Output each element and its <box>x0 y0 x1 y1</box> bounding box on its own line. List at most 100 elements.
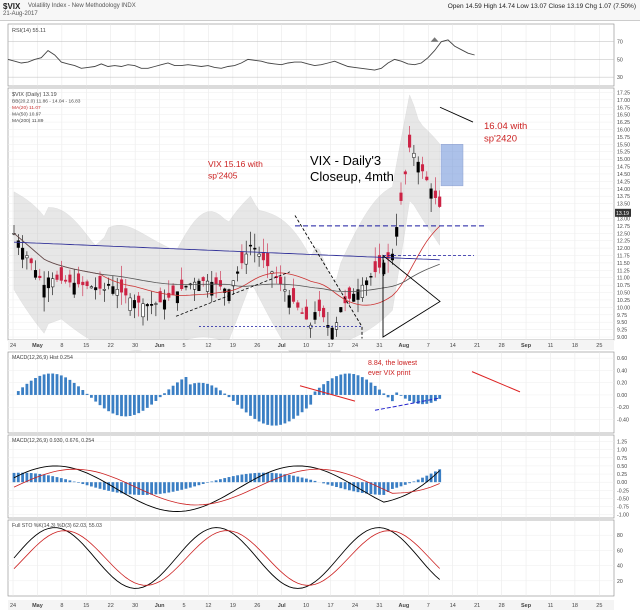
price-tick-label: 11.00 <box>617 276 630 282</box>
chart-date: 21-Aug-2017 <box>3 11 38 17</box>
candle-body <box>227 289 231 301</box>
candle-body <box>339 307 343 313</box>
candle-body <box>365 280 369 286</box>
price-tick-label: 12.00 <box>617 246 630 252</box>
macd-bar <box>197 482 201 486</box>
candle-body <box>111 286 115 294</box>
macd-bar <box>262 472 265 483</box>
macd-hist-bar <box>425 394 429 404</box>
macd-hist-bar <box>72 382 76 395</box>
candle-body <box>150 304 154 306</box>
macd-bar <box>219 479 222 483</box>
candle-body <box>46 277 50 289</box>
x-axis-label: 30 <box>132 343 138 349</box>
macd-bar <box>244 473 248 483</box>
gap-box <box>440 144 464 187</box>
price-tick-label: 17.00 <box>617 98 630 104</box>
annotation-note-3: ever VIX print <box>368 370 410 377</box>
macd-bar <box>176 482 179 491</box>
sto-tick-label: 80 <box>617 533 623 539</box>
macd-bar <box>257 472 261 483</box>
macd-hist-bar <box>128 394 132 417</box>
triangle-pattern <box>382 254 441 338</box>
x-axis-label: 8 <box>60 343 63 349</box>
candle-body <box>16 240 20 248</box>
macd-hist-bar <box>25 383 29 395</box>
macd-hist-bar <box>403 394 407 399</box>
macd-hist-bar <box>408 394 411 401</box>
macd-hist-bar <box>111 394 115 414</box>
candle-body <box>279 276 283 284</box>
macd-bar <box>68 480 72 483</box>
macd-bar <box>322 482 325 484</box>
macd-bar <box>98 482 102 489</box>
x-axis-bottom-label: 25 <box>596 603 602 609</box>
x-axis-bottom-label: Sep <box>521 603 532 609</box>
ohlc-readout: Open 14.59 High 14.74 Low 13.07 Close 13… <box>447 3 636 10</box>
candle-body <box>94 287 98 291</box>
x-axis-bottom-label: 15 <box>83 603 89 609</box>
annotation-note-1: sp'2405 <box>208 171 238 181</box>
x-axis-label: 25 <box>596 343 602 349</box>
x-axis-label: 17 <box>328 343 334 349</box>
macd-bar <box>266 472 270 483</box>
sto-tick-label: 40 <box>617 564 623 570</box>
macd-hist-bar <box>249 394 252 416</box>
candle-body <box>210 281 214 296</box>
price-tick-label: 9.75 <box>617 313 627 319</box>
chart-header: $VIX Volatility Index - New Methodology … <box>0 0 640 21</box>
sto-d-line <box>13 530 440 586</box>
macd-hist-bar <box>176 382 179 395</box>
macd-hist-bar <box>399 394 403 396</box>
x-axis-label: 14 <box>450 343 456 349</box>
price-tick-label: 15.75 <box>617 135 630 141</box>
macd-hist-bar <box>206 383 209 395</box>
annotation-note-1: VIX 15.16 with <box>208 159 263 169</box>
macd-bar <box>180 482 184 490</box>
macd-hist-bar <box>244 394 248 413</box>
macd-hist-bar <box>283 394 287 424</box>
macd-hist-bar <box>150 394 153 405</box>
candle-body <box>425 176 429 181</box>
candle-body <box>119 279 124 293</box>
divergence-line <box>374 397 441 411</box>
macd-bar <box>85 482 89 486</box>
macd-line <box>13 465 441 512</box>
macd-hist-bar <box>163 393 166 395</box>
macd-bar <box>167 482 171 493</box>
macd-bar <box>270 472 274 483</box>
last-price-tag <box>615 208 631 217</box>
candle-body <box>390 253 394 261</box>
macd-bar <box>253 473 257 483</box>
x-axis-label: 28 <box>499 343 505 349</box>
macd-bar <box>236 475 239 483</box>
rsi-tick-label: 70 <box>617 40 623 46</box>
macd-bar <box>206 482 209 483</box>
symbol-subtitle: Volatility Index - New Methodology INDX <box>28 3 136 9</box>
macd-tick-label: -0.75 <box>617 505 629 511</box>
annotation-title: Closeup, 4mth <box>310 169 394 184</box>
x-axis-bottom-label: May <box>32 603 44 609</box>
macd-hist-bar <box>262 394 265 424</box>
macd-panel <box>7 434 615 519</box>
candle-body <box>141 303 145 318</box>
annotation-note-2: sp'2420 <box>484 134 517 145</box>
macd-hist-bar <box>188 384 192 395</box>
price-tick-label: 10.00 <box>617 305 630 311</box>
macd-bar <box>184 482 188 489</box>
macd-bar <box>296 476 300 483</box>
candle-body <box>102 289 106 291</box>
macd-hist-bar <box>369 382 373 395</box>
x-axis-bottom-label: 14 <box>450 603 456 609</box>
macd-hist-bar <box>81 390 85 395</box>
macd-tick-label: 0.75 <box>617 456 627 462</box>
macd-hist-bar <box>429 394 433 403</box>
candle-body <box>81 281 85 286</box>
candle-body <box>248 244 253 247</box>
macd-hist-bar <box>201 382 205 395</box>
macd-bar <box>214 480 218 483</box>
annotation-note-2: 16.04 with <box>484 121 527 132</box>
macd-bar <box>305 478 308 483</box>
x-axis-bottom-label: 19 <box>230 603 236 609</box>
candle-body <box>399 192 403 201</box>
